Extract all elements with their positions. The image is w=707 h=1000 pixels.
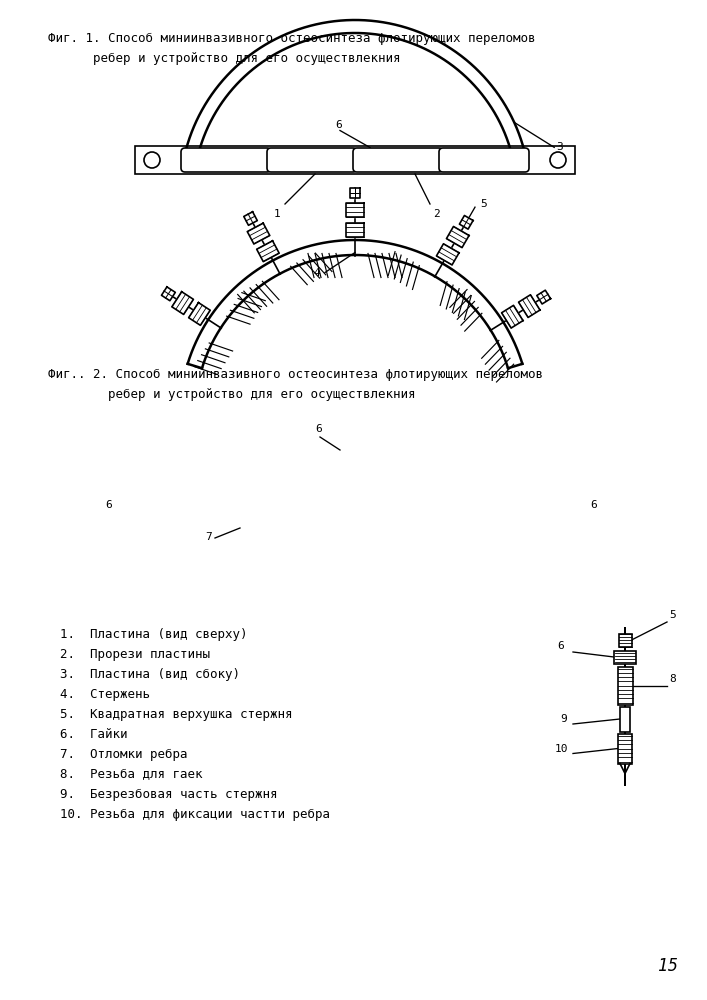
Text: Фиг.. 2. Способ миниинвазивного остеосинтеза флотирующих переломов: Фиг.. 2. Способ миниинвазивного остеосин… bbox=[48, 368, 543, 381]
Polygon shape bbox=[247, 223, 270, 244]
Polygon shape bbox=[350, 188, 360, 198]
Text: ребер и устройство для его осуществлекния: ребер и устройство для его осуществлекни… bbox=[48, 388, 416, 401]
Text: 9: 9 bbox=[560, 714, 567, 724]
Text: 7.  Отломки ребра: 7. Отломки ребра bbox=[60, 748, 187, 761]
Circle shape bbox=[144, 152, 160, 168]
Bar bbox=[620, 706, 630, 732]
Bar bbox=[614, 650, 636, 664]
Text: 3.  Пластина (вид сбоку): 3. Пластина (вид сбоку) bbox=[60, 668, 240, 681]
Polygon shape bbox=[161, 287, 175, 301]
Circle shape bbox=[550, 152, 566, 168]
Text: 6: 6 bbox=[557, 641, 563, 651]
Text: 1: 1 bbox=[274, 209, 281, 219]
Text: 10. Резьба для фиксации частти ребра: 10. Резьба для фиксации частти ребра bbox=[60, 808, 330, 821]
Text: 10: 10 bbox=[555, 744, 568, 754]
Text: 15: 15 bbox=[658, 957, 678, 975]
Bar bbox=[619, 634, 631, 647]
FancyBboxPatch shape bbox=[267, 148, 357, 172]
Text: 6: 6 bbox=[105, 500, 112, 510]
FancyBboxPatch shape bbox=[353, 148, 443, 172]
Bar bbox=[617, 666, 633, 704]
Text: 4: 4 bbox=[314, 267, 320, 277]
Text: 8: 8 bbox=[669, 674, 676, 684]
Text: 4.  Стержень: 4. Стержень bbox=[60, 688, 150, 701]
Text: 3: 3 bbox=[556, 142, 563, 152]
Text: 5: 5 bbox=[669, 610, 676, 620]
Polygon shape bbox=[518, 295, 540, 317]
Text: 1.  Пластина (вид сверху): 1. Пластина (вид сверху) bbox=[60, 628, 247, 641]
Text: Фиг. 1. Способ миниинвазивного остеосинтеза флотирующих переломов: Фиг. 1. Способ миниинвазивного остеосинт… bbox=[48, 32, 535, 45]
Polygon shape bbox=[537, 290, 551, 304]
Text: 6: 6 bbox=[315, 424, 322, 434]
Polygon shape bbox=[244, 212, 257, 225]
Polygon shape bbox=[346, 223, 364, 236]
Text: 8.  Резьба для гаек: 8. Резьба для гаек bbox=[60, 768, 202, 781]
Polygon shape bbox=[460, 215, 473, 229]
Text: 2.  Прорези пластины: 2. Прорези пластины bbox=[60, 648, 210, 661]
Bar bbox=[618, 734, 632, 764]
Polygon shape bbox=[446, 226, 469, 248]
Polygon shape bbox=[172, 292, 194, 314]
Polygon shape bbox=[501, 305, 523, 328]
FancyBboxPatch shape bbox=[181, 148, 271, 172]
Polygon shape bbox=[257, 241, 279, 262]
Text: 6: 6 bbox=[335, 119, 341, 129]
Polygon shape bbox=[189, 303, 210, 325]
Text: 5: 5 bbox=[480, 199, 486, 209]
Text: ребер и устройство для его осуществлекния: ребер и устройство для его осуществлекни… bbox=[48, 52, 400, 65]
Text: 6: 6 bbox=[590, 500, 597, 510]
Text: 2: 2 bbox=[433, 209, 440, 219]
Text: 5.  Квадратная верхушка стержня: 5. Квадратная верхушка стержня bbox=[60, 708, 293, 721]
Polygon shape bbox=[436, 244, 459, 265]
Polygon shape bbox=[346, 202, 364, 217]
Text: 9.  Безрезбовая часть стержня: 9. Безрезбовая часть стержня bbox=[60, 788, 278, 801]
Bar bbox=[135, 146, 575, 174]
FancyBboxPatch shape bbox=[439, 148, 529, 172]
Text: 6.  Гайки: 6. Гайки bbox=[60, 728, 127, 741]
Text: 7: 7 bbox=[205, 532, 212, 542]
